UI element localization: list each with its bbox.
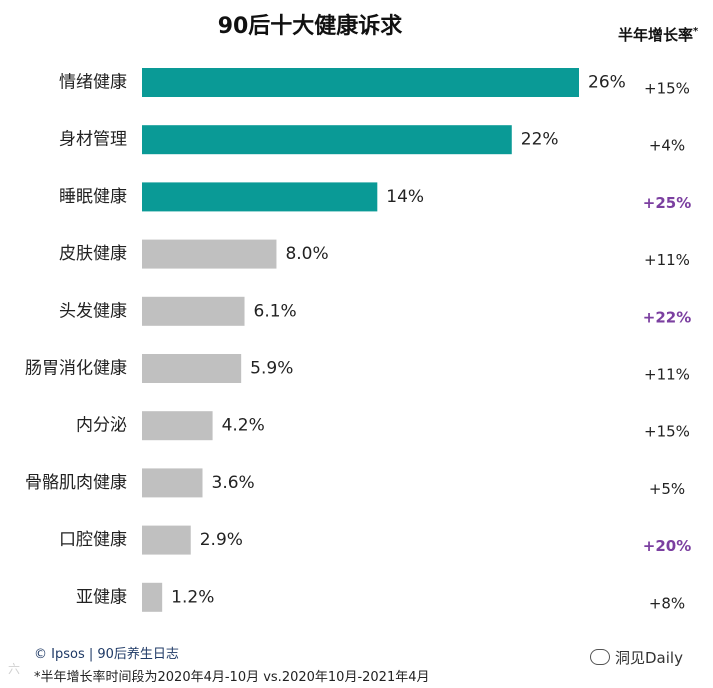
value-label: 8.0% xyxy=(285,244,328,264)
category-label: 皮肤健康 xyxy=(59,244,127,264)
wechat-icon xyxy=(590,649,610,665)
category-label: 身材管理 xyxy=(59,130,127,150)
growth-column-header: 半年增长率* xyxy=(618,24,698,45)
value-label: 22% xyxy=(521,130,559,150)
category-label: 睡眠健康 xyxy=(59,187,127,207)
bar xyxy=(142,411,213,441)
value-label: 2.9% xyxy=(200,530,243,550)
watermark: 洞见Daily xyxy=(590,647,683,668)
category-label: 头发健康 xyxy=(59,301,127,321)
value-label: 14% xyxy=(386,187,424,207)
bar xyxy=(142,125,512,155)
bar xyxy=(142,239,277,269)
bar xyxy=(142,468,203,498)
value-label: 5.9% xyxy=(250,359,293,379)
growth-header-footnote-mark: * xyxy=(693,26,699,37)
growth-label: +15% xyxy=(644,80,690,98)
corner-watermark: 六 xyxy=(8,662,21,676)
bar xyxy=(142,182,378,212)
growth-label: +20% xyxy=(643,537,691,555)
bar xyxy=(142,354,242,383)
bar xyxy=(142,525,191,555)
growth-label: +8% xyxy=(649,594,685,612)
watermark-text: 洞见Daily xyxy=(615,649,683,667)
growth-label: +25% xyxy=(643,194,691,212)
footer-note: *半年增长率时间段为2020年4月-10月 vs.2020年10月-2021年4… xyxy=(34,670,430,685)
value-label: 6.1% xyxy=(254,301,297,321)
category-label: 情绪健康 xyxy=(59,73,127,93)
growth-label: +15% xyxy=(644,423,690,441)
bar xyxy=(142,296,245,326)
category-label: 口腔健康 xyxy=(59,530,127,550)
growth-label: +4% xyxy=(649,137,685,155)
bar xyxy=(142,68,579,97)
growth-label: +22% xyxy=(643,308,691,326)
category-label: 骨骼肌肉健康 xyxy=(25,473,127,493)
value-label: 4.2% xyxy=(222,416,265,436)
category-label: 内分泌 xyxy=(76,416,127,436)
growth-header-label: 半年增长率 xyxy=(618,26,694,44)
category-label: 肠胃消化健康 xyxy=(25,359,127,379)
growth-label: +11% xyxy=(644,366,690,384)
footer-source: © Ipsos | 90后养生日志 xyxy=(34,647,179,662)
growth-label: +5% xyxy=(649,480,685,498)
category-label: 亚健康 xyxy=(76,587,127,607)
bar xyxy=(142,582,163,612)
value-label: 26% xyxy=(588,73,626,93)
bar-chart: 情绪健康 26% +15% 身材管理 22% +4% 睡眠健康 14% +25% 皮肤健康 8.0%… xyxy=(25,68,691,612)
chart-title: 90后十大健康诉求 xyxy=(217,14,403,39)
growth-label: +11% xyxy=(644,251,690,269)
value-label: 3.6% xyxy=(212,473,255,493)
value-label: 1.2% xyxy=(171,587,214,607)
